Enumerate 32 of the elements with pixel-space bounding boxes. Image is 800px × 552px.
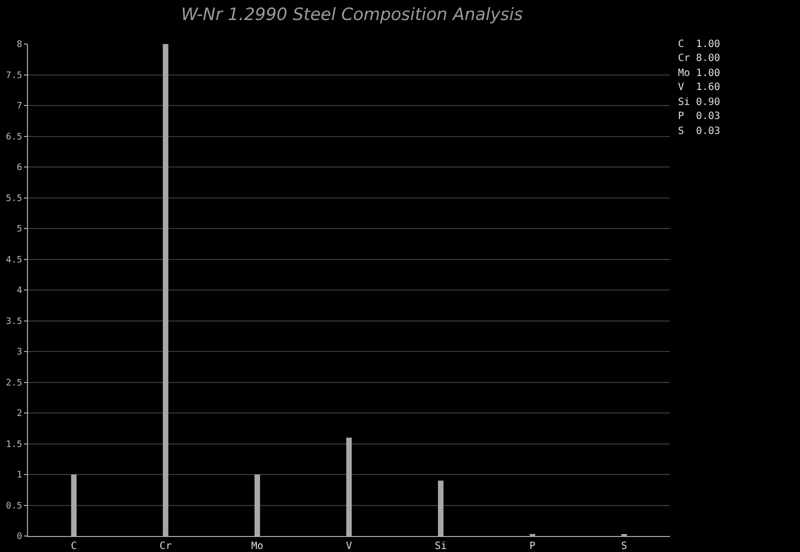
category-label: Mo 1.00	[678, 68, 720, 79]
chart-title: W-Nr 1.2990 Steel Composition Analysis	[181, 5, 524, 26]
y-tick-label: 6.5	[6, 132, 22, 142]
y-tick-label: 0	[16, 532, 22, 542]
y-tick-label: 6	[16, 163, 22, 174]
y-tick-label: 0.5	[6, 501, 22, 512]
category-label: C 1.00	[678, 39, 720, 50]
y-tick-label: 2.5	[6, 378, 22, 388]
category-label: Cr 8.00	[678, 53, 720, 64]
y-tick-label: 7.5	[6, 70, 22, 81]
y-tick-label: 4	[16, 286, 22, 296]
category-label: V 1.60	[678, 82, 720, 93]
y-tick-label: 5.5	[6, 194, 22, 204]
x-tick-label: P	[529, 541, 536, 552]
x-tick-label: S	[621, 541, 628, 552]
y-tick-label: 1.5	[6, 440, 22, 450]
category-label: P 0.03	[678, 111, 720, 122]
y-tick-label: 8	[16, 40, 22, 50]
x-tick-label: Mo	[251, 541, 264, 552]
y-tick-label: 3	[16, 348, 22, 358]
y-tick-label: 4.5	[6, 255, 22, 266]
y-tick-label: 5	[16, 224, 22, 235]
y-tick-label: 3.5	[6, 316, 22, 327]
x-tick-label: V	[346, 541, 352, 552]
y-tick-label: 2	[16, 409, 22, 420]
x-tick-label: Cr	[160, 541, 172, 552]
category-label: S 0.03	[678, 126, 720, 137]
y-tick-label: 7	[16, 102, 22, 112]
x-tick-label: C	[70, 541, 77, 552]
x-tick-label: Si	[434, 541, 447, 552]
y-tick-label: 1	[16, 470, 22, 481]
category-label: Si 0.90	[678, 97, 720, 108]
